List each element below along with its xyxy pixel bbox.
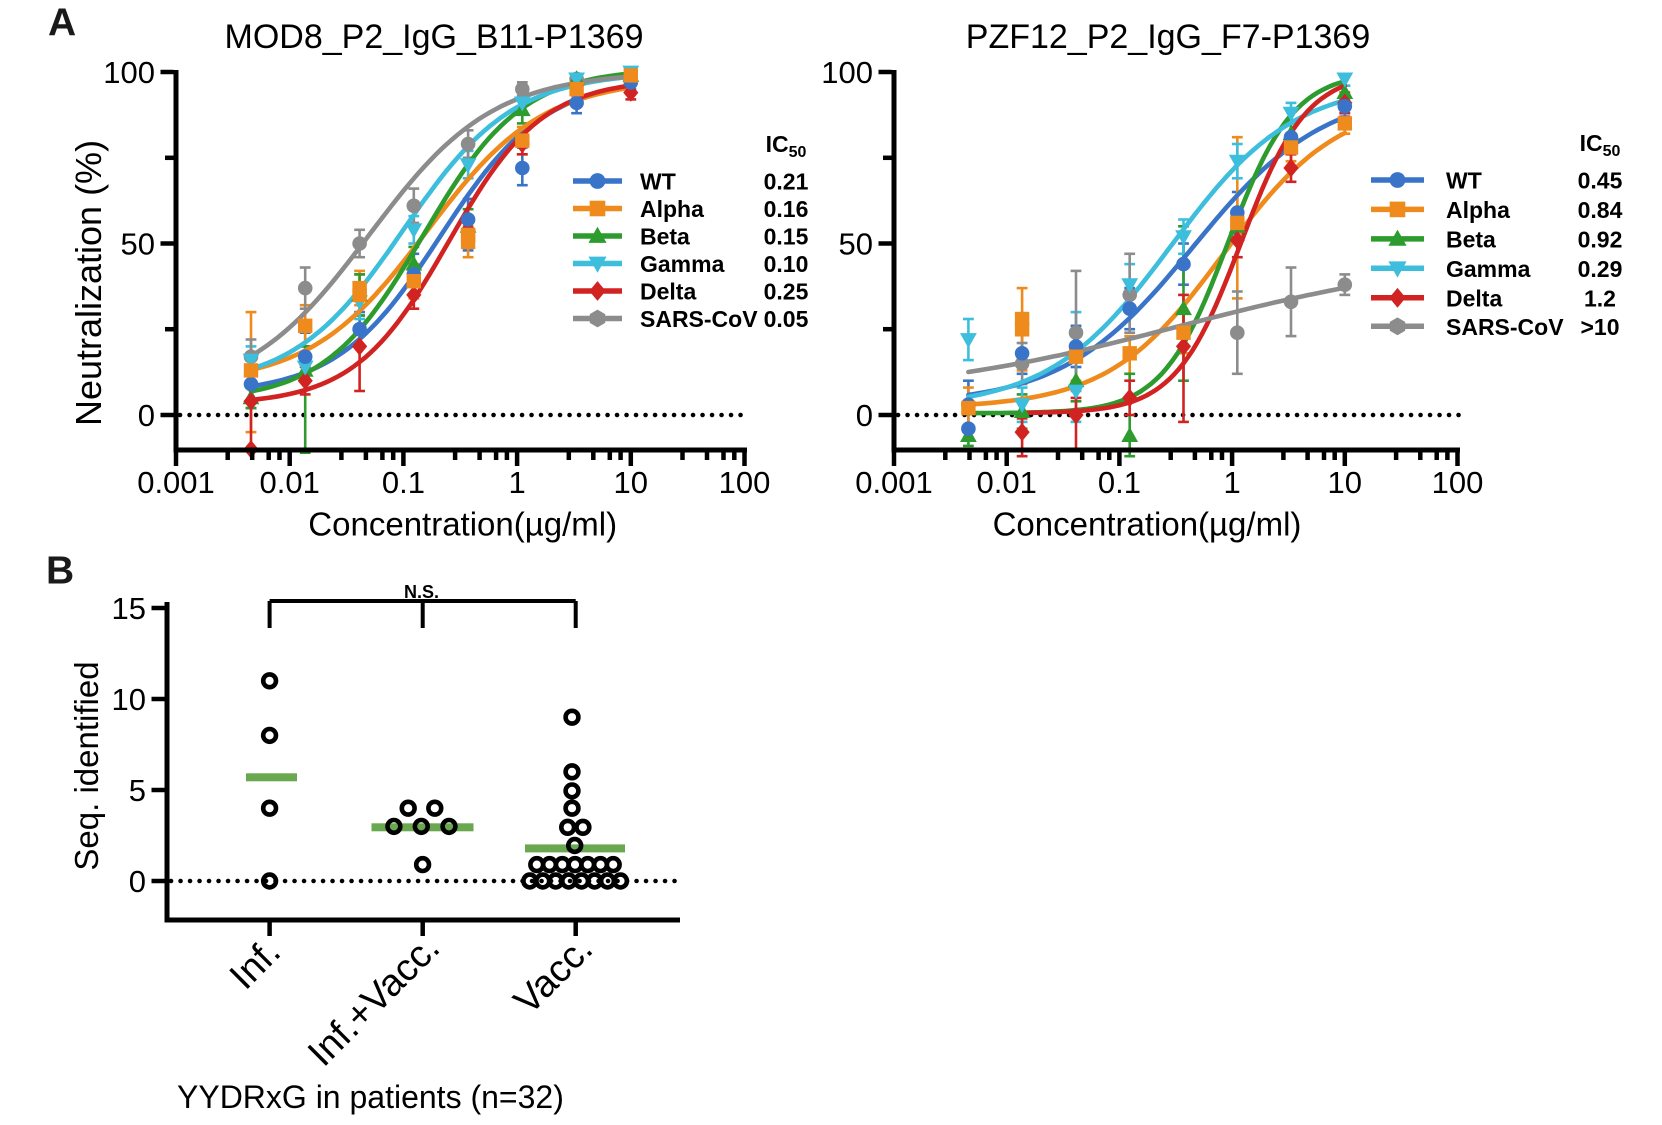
svg-text:50: 50 [121,227,155,262]
svg-text:Concentration(µg/ml): Concentration(µg/ml) [993,506,1302,543]
svg-text:WT: WT [640,169,676,195]
svg-text:0.1: 0.1 [1098,465,1141,500]
svg-text:0.001: 0.001 [137,465,215,500]
svg-text:0.1: 0.1 [382,465,425,500]
svg-text:Alpha: Alpha [1446,197,1510,223]
svg-text:5: 5 [129,773,146,808]
svg-text:50: 50 [839,227,873,262]
svg-text:WT: WT [1446,168,1482,194]
svg-text:Delta: Delta [1446,285,1502,311]
svg-text:Gamma: Gamma [640,251,725,277]
svg-text:0.16: 0.16 [764,196,809,222]
svg-text:N.S.: N.S. [404,582,439,602]
svg-text:100: 100 [821,55,873,90]
svg-text:100: 100 [1432,465,1484,500]
svg-text:YYDRxG in patients (n=32): YYDRxG in patients (n=32) [177,1079,564,1115]
svg-text:Concentration(µg/ml): Concentration(µg/ml) [308,506,617,543]
svg-text:100: 100 [719,465,771,500]
svg-text:0: 0 [138,398,155,433]
svg-text:0.92: 0.92 [1578,226,1623,252]
svg-text:Beta: Beta [1446,226,1496,252]
svg-text:0.001: 0.001 [855,465,933,500]
svg-text:15: 15 [112,591,146,626]
svg-text:Gamma: Gamma [1446,256,1531,282]
svg-text:10: 10 [614,465,648,500]
svg-text:10: 10 [1328,465,1362,500]
svg-text:PZF12_P2_IgG_F7-P1369: PZF12_P2_IgG_F7-P1369 [966,18,1370,56]
svg-text:A: A [48,2,76,45]
svg-text:0.01: 0.01 [977,465,1037,500]
svg-text:0: 0 [856,398,873,433]
svg-text:SARS-CoV: SARS-CoV [1446,314,1564,340]
svg-text:0.45: 0.45 [1578,168,1623,194]
svg-text:100: 100 [103,55,155,90]
svg-text:0.29: 0.29 [1578,256,1623,282]
svg-text:0.01: 0.01 [260,465,320,500]
svg-text:10: 10 [112,682,146,717]
svg-text:SARS-CoV: SARS-CoV [640,306,758,332]
svg-text:Delta: Delta [640,279,696,305]
svg-text:0.21: 0.21 [764,169,809,195]
svg-text:1: 1 [1223,465,1240,500]
svg-text:0.15: 0.15 [764,224,809,250]
svg-text:B: B [46,550,74,593]
svg-text:Seq. identified: Seq. identified [68,661,105,870]
svg-text:0.84: 0.84 [1578,197,1623,223]
svg-text:Beta: Beta [640,224,690,250]
svg-text:0: 0 [129,864,146,899]
svg-text:MOD8_P2_IgG_B11-P1369: MOD8_P2_IgG_B11-P1369 [225,18,644,56]
svg-text:0.10: 0.10 [764,251,809,277]
svg-text:0.25: 0.25 [764,279,809,305]
svg-text:>10: >10 [1580,314,1619,340]
svg-text:0.05: 0.05 [764,306,809,332]
svg-text:1: 1 [508,465,525,500]
svg-text:Alpha: Alpha [640,196,704,222]
svg-text:1.2: 1.2 [1584,285,1616,311]
svg-text:Neutralization (%): Neutralization (%) [68,140,109,426]
